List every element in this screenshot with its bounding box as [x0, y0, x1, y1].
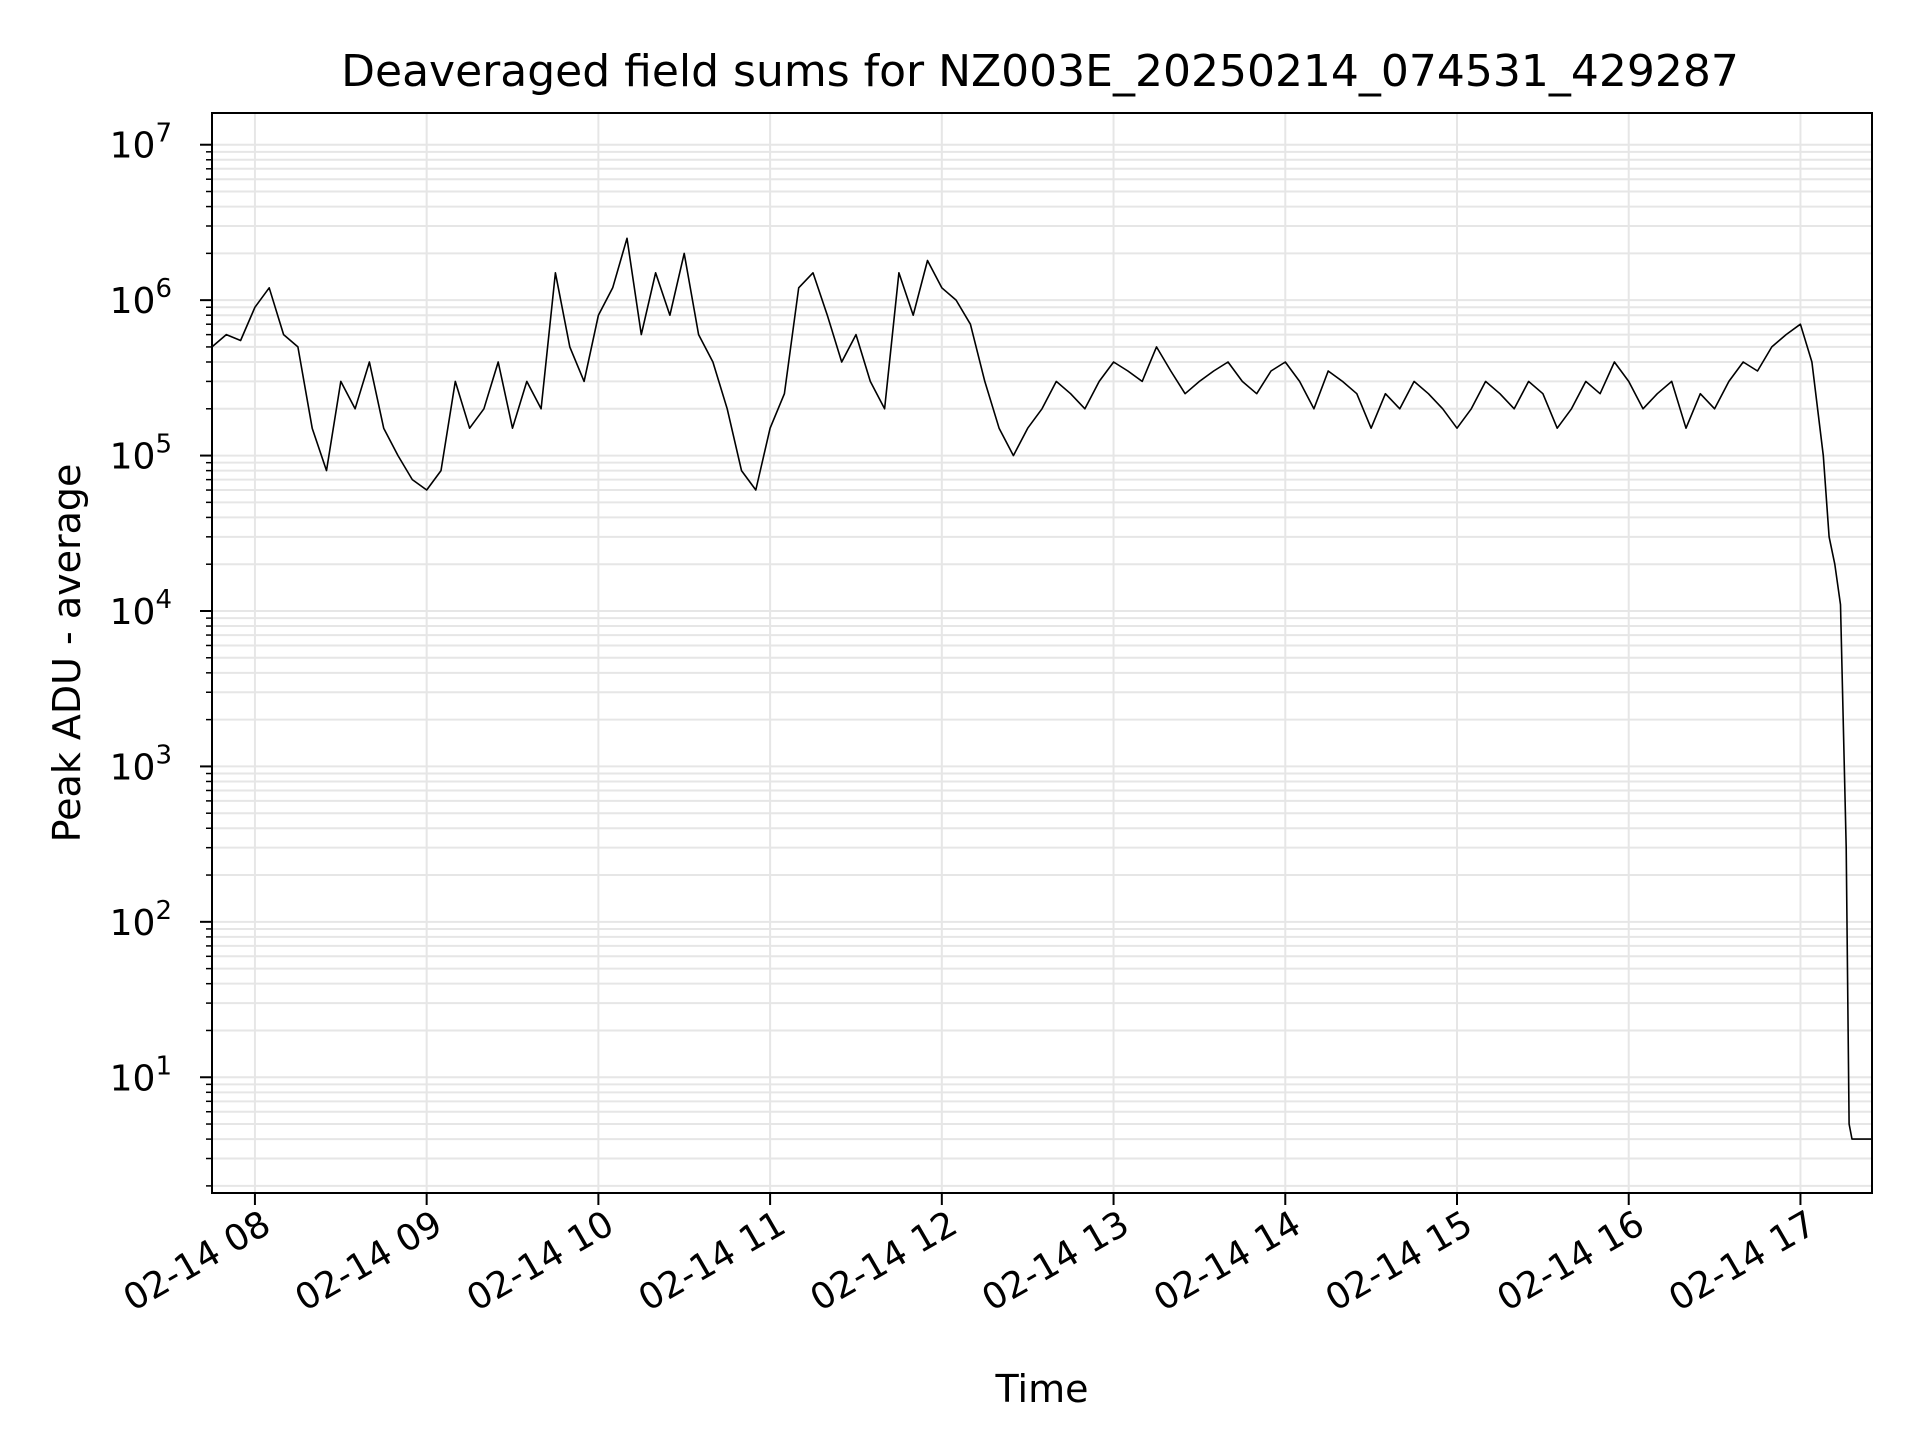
- series-line: [211, 237, 1872, 1140]
- y-tick-label: 102: [110, 896, 172, 944]
- y-tick-label: 103: [110, 740, 172, 788]
- y-tick-label: 101: [110, 1051, 172, 1099]
- x-axis-label: Time: [995, 1367, 1089, 1411]
- y-tick-label: 106: [110, 274, 172, 322]
- chart-title: Deaveraged field sums for NZ003E_2025021…: [341, 46, 1739, 97]
- y-tick-label: 104: [110, 585, 172, 633]
- y-axis-label: Peak ADU - average: [45, 464, 89, 843]
- plot-frame: [211, 112, 1873, 1194]
- y-tick-label: 107: [110, 119, 172, 167]
- grid: [212, 113, 1872, 1193]
- y-axis: 101 102 103 104 105 106 107: [110, 119, 212, 1187]
- y-tick-label: 105: [110, 430, 172, 478]
